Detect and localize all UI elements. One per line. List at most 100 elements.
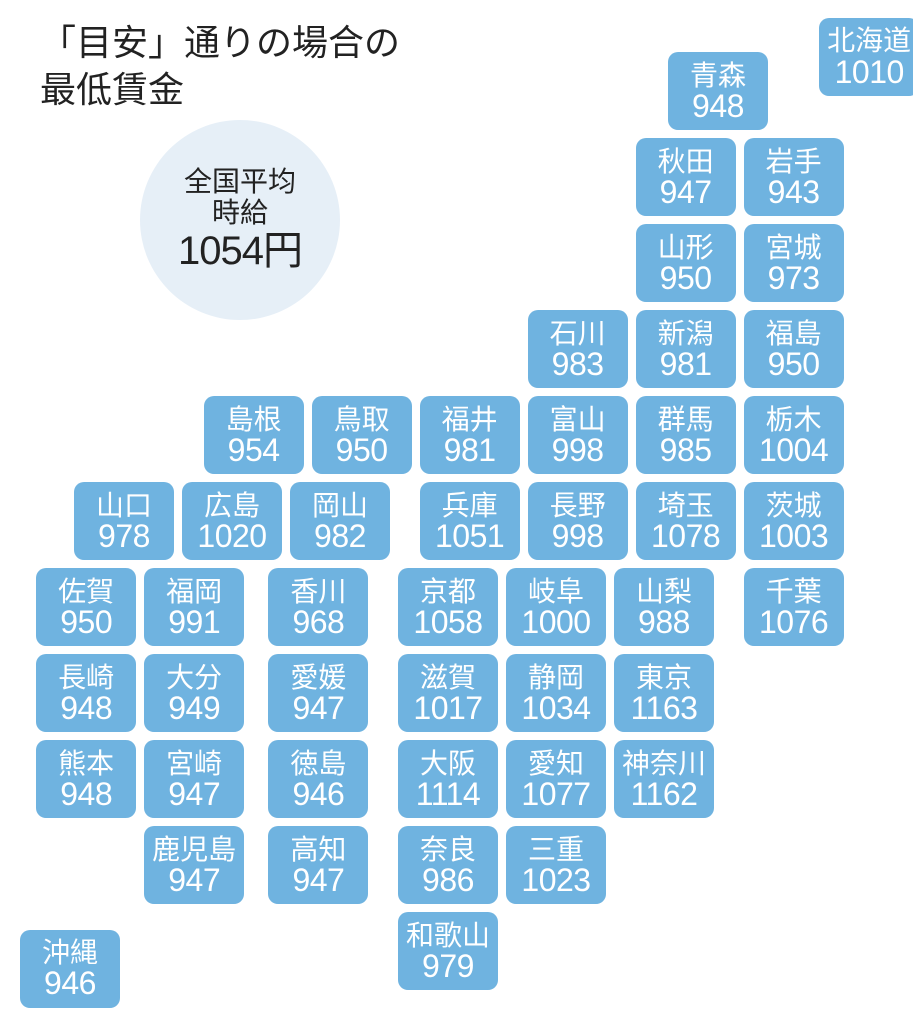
prefecture-value: 1077 — [521, 778, 590, 810]
prefecture-name: 北海道 — [827, 26, 911, 55]
prefecture-name: 新潟 — [658, 319, 714, 348]
prefecture-cell: 福岡991 — [144, 568, 244, 646]
prefecture-value: 948 — [60, 692, 112, 724]
prefecture-name: 東京 — [636, 663, 692, 692]
prefecture-name: 長野 — [550, 491, 606, 520]
prefecture-cell: 岩手943 — [744, 138, 844, 216]
prefecture-value: 947 — [168, 864, 220, 896]
prefecture-name: 福井 — [442, 405, 498, 434]
prefecture-name: 栃木 — [766, 405, 822, 434]
prefecture-cell: 埼玉1078 — [636, 482, 736, 560]
prefecture-cell: 宮城973 — [744, 224, 844, 302]
prefecture-name: 福岡 — [166, 577, 222, 606]
prefecture-cell: 秋田947 — [636, 138, 736, 216]
prefecture-value: 998 — [552, 520, 604, 552]
prefecture-value: 983 — [552, 348, 604, 380]
prefecture-value: 973 — [768, 262, 820, 294]
prefecture-value: 981 — [444, 434, 496, 466]
prefecture-cell: 兵庫1051 — [420, 482, 520, 560]
prefecture-name: 熊本 — [58, 749, 114, 778]
average-label: 全国平均 — [184, 167, 296, 198]
prefecture-cell: 青森948 — [668, 52, 768, 130]
prefecture-name: 群馬 — [658, 405, 714, 434]
prefecture-value: 947 — [660, 176, 712, 208]
national-average-badge: 全国平均 時給 1054円 — [140, 120, 340, 320]
prefecture-name: 岩手 — [766, 147, 822, 176]
prefecture-cell: 岡山982 — [290, 482, 390, 560]
prefecture-cell: 鳥取950 — [312, 396, 412, 474]
prefecture-name: 神奈川 — [622, 749, 706, 778]
prefecture-value: 1023 — [521, 864, 590, 896]
prefecture-name: 兵庫 — [442, 491, 498, 520]
prefecture-name: 高知 — [290, 835, 346, 864]
prefecture-cell: 広島1020 — [182, 482, 282, 560]
prefecture-cell: 静岡1034 — [506, 654, 606, 732]
prefecture-name: 岡山 — [312, 491, 368, 520]
prefecture-cell: 福井981 — [420, 396, 520, 474]
prefecture-value: 947 — [168, 778, 220, 810]
prefecture-name: 青森 — [690, 61, 746, 90]
prefecture-cell: 奈良986 — [398, 826, 498, 904]
prefecture-cell: 山梨988 — [614, 568, 714, 646]
prefecture-name: 鹿児島 — [152, 835, 236, 864]
prefecture-name: 宮崎 — [166, 749, 222, 778]
prefecture-cell: 千葉1076 — [744, 568, 844, 646]
prefecture-cell: 宮崎947 — [144, 740, 244, 818]
prefecture-value: 1076 — [759, 606, 828, 638]
prefecture-cell: 山口978 — [74, 482, 174, 560]
prefecture-value: 1000 — [521, 606, 590, 638]
prefecture-value: 1020 — [197, 520, 266, 552]
chart-title: 「目安」通りの場合の 最低賃金 — [40, 20, 400, 114]
prefecture-value: 1003 — [759, 520, 828, 552]
prefecture-value: 1078 — [651, 520, 720, 552]
prefecture-name: 茨城 — [766, 491, 822, 520]
prefecture-name: 富山 — [550, 405, 606, 434]
average-value: 1054円 — [178, 229, 302, 273]
prefecture-name: 島根 — [226, 405, 282, 434]
prefecture-value: 991 — [168, 606, 220, 638]
prefecture-name: 三重 — [528, 835, 584, 864]
prefecture-cell: 三重1023 — [506, 826, 606, 904]
prefecture-cell: 栃木1004 — [744, 396, 844, 474]
prefecture-value: 1017 — [413, 692, 482, 724]
prefecture-cell: 富山998 — [528, 396, 628, 474]
prefecture-name: 和歌山 — [406, 921, 490, 950]
prefecture-value: 950 — [336, 434, 388, 466]
prefecture-cell: 北海道1010 — [819, 18, 913, 96]
prefecture-value: 985 — [660, 434, 712, 466]
prefecture-name: 滋賀 — [420, 663, 476, 692]
prefecture-cell: 大分949 — [144, 654, 244, 732]
prefecture-cell: 神奈川1162 — [614, 740, 714, 818]
prefecture-cell: 茨城1003 — [744, 482, 844, 560]
prefecture-name: 愛媛 — [290, 663, 346, 692]
prefecture-cell: 香川968 — [268, 568, 368, 646]
prefecture-cell: 佐賀950 — [36, 568, 136, 646]
prefecture-value: 1051 — [435, 520, 504, 552]
prefecture-name: 山形 — [658, 233, 714, 262]
prefecture-cell: 和歌山979 — [398, 912, 498, 990]
prefecture-cell: 大阪1114 — [398, 740, 498, 818]
prefecture-value: 979 — [422, 950, 474, 982]
prefecture-value: 947 — [292, 864, 344, 896]
prefecture-name: 沖縄 — [42, 938, 98, 967]
prefecture-name: 埼玉 — [658, 491, 714, 520]
prefecture-name: 鳥取 — [334, 405, 390, 434]
prefecture-cell: 愛媛947 — [268, 654, 368, 732]
prefecture-cell: 徳島946 — [268, 740, 368, 818]
prefecture-cell: 福島950 — [744, 310, 844, 388]
prefecture-value: 948 — [692, 90, 744, 122]
prefecture-cell: 群馬985 — [636, 396, 736, 474]
prefecture-value: 946 — [292, 778, 344, 810]
prefecture-name: 山口 — [96, 491, 152, 520]
prefecture-cell: 石川983 — [528, 310, 628, 388]
prefecture-value: 1163 — [631, 692, 698, 724]
prefecture-value: 1058 — [413, 606, 482, 638]
prefecture-name: 香川 — [290, 577, 346, 606]
prefecture-value: 968 — [292, 606, 344, 638]
prefecture-cell: 熊本948 — [36, 740, 136, 818]
prefecture-value: 950 — [768, 348, 820, 380]
prefecture-value: 1114 — [416, 778, 480, 810]
prefecture-name: 千葉 — [766, 577, 822, 606]
prefecture-cell: 新潟981 — [636, 310, 736, 388]
prefecture-value: 986 — [422, 864, 474, 896]
